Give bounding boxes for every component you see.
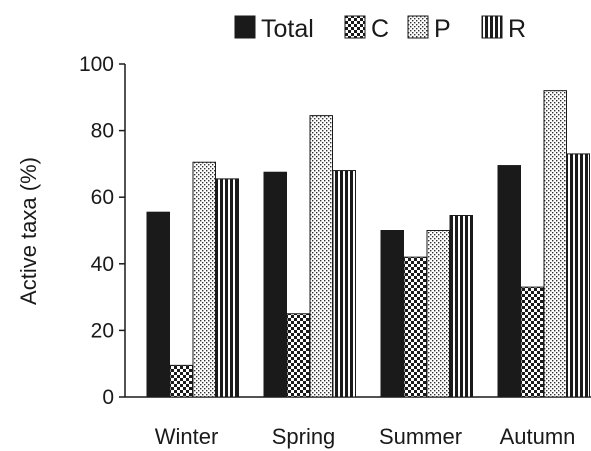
legend-swatch-p bbox=[407, 15, 429, 39]
legend-label-total: Total bbox=[261, 15, 314, 43]
bar-total-spring bbox=[263, 171, 287, 398]
legend-label-p: P bbox=[434, 15, 451, 43]
bars bbox=[146, 90, 590, 398]
legend-swatch-total bbox=[234, 15, 256, 39]
bar-c-autumn bbox=[520, 286, 544, 398]
bar-r-winter bbox=[215, 178, 239, 398]
bar-p-autumn bbox=[543, 90, 567, 398]
bar-r-spring bbox=[332, 170, 356, 398]
x-category-label: Autumn bbox=[500, 424, 576, 449]
bar-total-autumn bbox=[497, 165, 521, 398]
y-tick-label: 0 bbox=[102, 386, 114, 409]
y-tick-label: 40 bbox=[91, 253, 114, 276]
x-axis: Winter Spring Summer Autumn bbox=[125, 396, 591, 449]
y-tick-label: 60 bbox=[91, 186, 114, 209]
legend: Total C P R bbox=[234, 15, 526, 43]
bar-c-spring bbox=[286, 313, 310, 398]
y-tick-label: 80 bbox=[91, 120, 114, 143]
bar-total-summer bbox=[380, 230, 404, 398]
x-category-label: Summer bbox=[379, 424, 462, 449]
y-axis-title: Active taxa (%) bbox=[16, 157, 41, 305]
y-tick-label: 20 bbox=[91, 319, 114, 342]
legend-label-c: C bbox=[371, 15, 389, 43]
bar-p-spring bbox=[309, 115, 333, 398]
y-tick-label: 100 bbox=[79, 53, 114, 76]
y-axis: 0 20 40 60 80 100 bbox=[79, 53, 126, 409]
legend-swatch-c bbox=[344, 15, 366, 39]
x-category-label: Winter bbox=[155, 424, 219, 449]
bar-p-winter bbox=[192, 161, 216, 398]
legend-swatch-r bbox=[481, 15, 503, 39]
bar-r-summer bbox=[449, 215, 473, 398]
bar-c-winter bbox=[169, 364, 193, 398]
bar-total-winter bbox=[146, 211, 170, 398]
bar-p-summer bbox=[426, 230, 450, 398]
x-category-label: Spring bbox=[272, 424, 336, 449]
bar-c-summer bbox=[403, 256, 427, 398]
legend-label-r: R bbox=[508, 15, 526, 43]
bar-r-autumn bbox=[566, 153, 590, 398]
